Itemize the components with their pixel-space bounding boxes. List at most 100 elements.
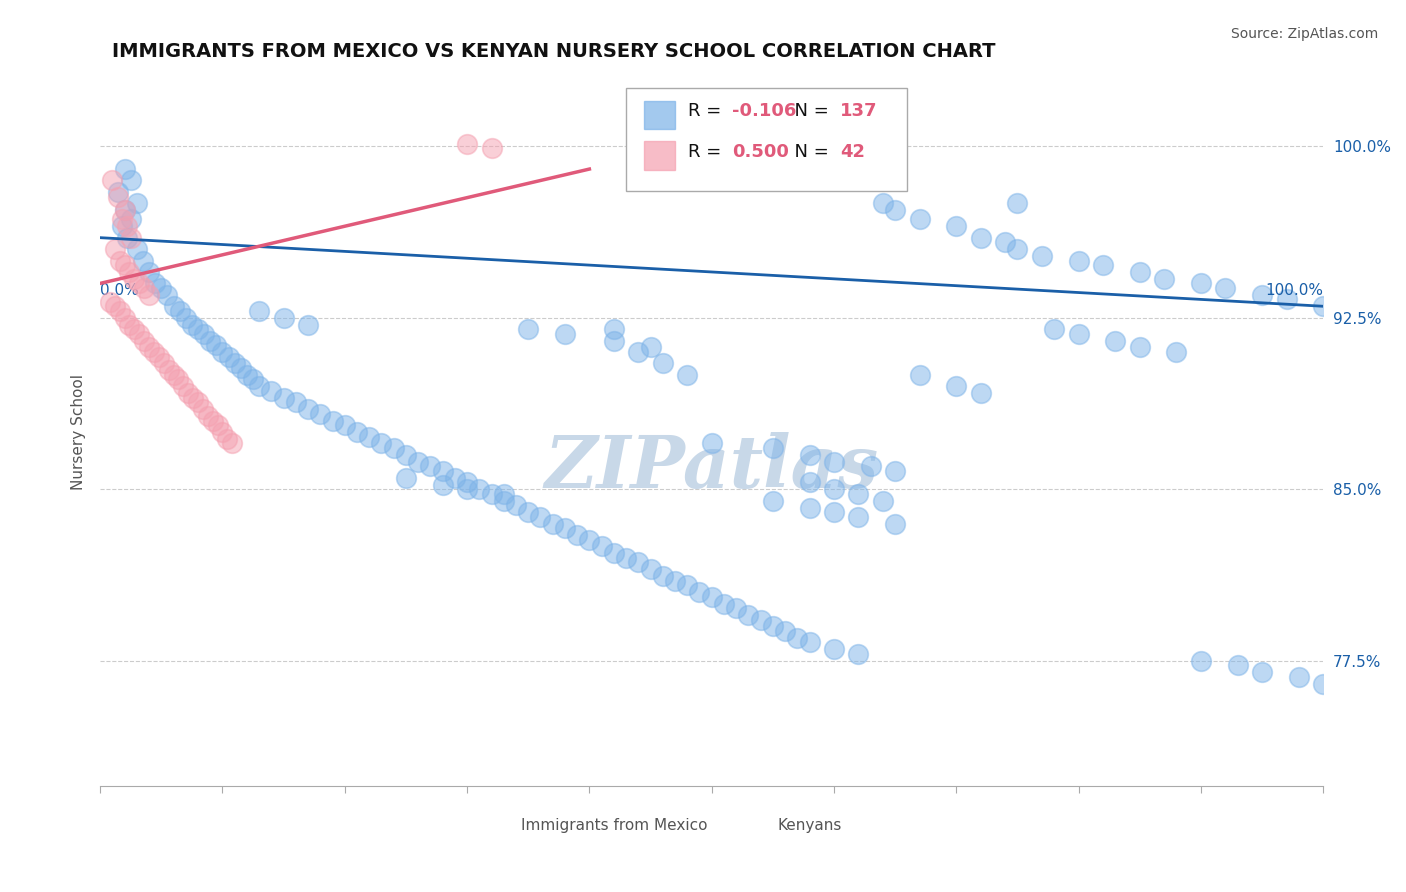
Point xyxy=(395,471,418,485)
Point xyxy=(169,303,191,318)
Point xyxy=(346,425,368,439)
Point xyxy=(156,288,179,302)
Point xyxy=(908,368,931,382)
Point xyxy=(823,642,845,657)
Point xyxy=(115,230,138,244)
Point xyxy=(138,340,160,354)
Point xyxy=(872,196,894,211)
Point xyxy=(456,482,478,496)
Point xyxy=(970,386,993,401)
Point xyxy=(104,299,127,313)
Point xyxy=(578,533,600,547)
Point xyxy=(823,455,845,469)
Point xyxy=(406,455,429,469)
Point xyxy=(128,277,150,291)
Point xyxy=(565,528,588,542)
Point xyxy=(370,436,392,450)
Point xyxy=(152,356,174,370)
Text: 0.0%: 0.0% xyxy=(100,283,139,298)
Point xyxy=(124,272,146,286)
Text: 42: 42 xyxy=(841,143,865,161)
Text: Immigrants from Mexico: Immigrants from Mexico xyxy=(520,818,707,833)
Point xyxy=(124,322,146,336)
Point xyxy=(945,219,967,234)
Point xyxy=(749,613,772,627)
Point xyxy=(1129,265,1152,279)
Point xyxy=(725,601,748,615)
Point xyxy=(118,265,141,279)
Point xyxy=(432,464,454,478)
Point xyxy=(481,487,503,501)
Point xyxy=(554,521,576,535)
Point xyxy=(167,372,190,386)
Text: 0.500: 0.500 xyxy=(733,143,789,161)
Point xyxy=(1007,196,1029,211)
Point xyxy=(762,493,785,508)
Point xyxy=(118,318,141,332)
Point xyxy=(419,459,441,474)
Point xyxy=(1104,334,1126,348)
Point xyxy=(700,436,723,450)
Point xyxy=(945,379,967,393)
Point xyxy=(207,418,229,433)
Point xyxy=(128,326,150,341)
Text: R =: R = xyxy=(689,143,727,161)
Point xyxy=(970,230,993,244)
Point xyxy=(247,303,270,318)
Point xyxy=(98,294,121,309)
Text: Kenyans: Kenyans xyxy=(778,818,842,833)
Point xyxy=(333,418,356,433)
Point xyxy=(1251,288,1274,302)
Text: 100.0%: 100.0% xyxy=(1265,283,1323,298)
Point xyxy=(107,189,129,203)
Point xyxy=(823,482,845,496)
Point xyxy=(174,310,197,325)
Point xyxy=(114,310,136,325)
Point xyxy=(603,334,626,348)
Point xyxy=(297,402,319,417)
Point xyxy=(101,173,124,187)
Text: N =: N = xyxy=(783,102,834,120)
Point xyxy=(614,550,637,565)
Point xyxy=(603,546,626,560)
Point xyxy=(676,368,699,382)
Point xyxy=(664,574,686,588)
Point xyxy=(229,361,252,376)
Point xyxy=(627,555,650,569)
Point xyxy=(108,303,131,318)
Y-axis label: Nursery School: Nursery School xyxy=(72,374,86,490)
Point xyxy=(157,363,180,377)
Point xyxy=(150,281,173,295)
Text: -0.106: -0.106 xyxy=(733,102,797,120)
Point xyxy=(309,407,332,421)
Point xyxy=(1007,242,1029,256)
Point xyxy=(1215,281,1237,295)
Point xyxy=(1067,253,1090,268)
Point xyxy=(273,391,295,405)
Point xyxy=(1312,676,1334,690)
Point xyxy=(162,368,184,382)
Text: Source: ZipAtlas.com: Source: ZipAtlas.com xyxy=(1230,27,1378,41)
Point xyxy=(676,578,699,592)
Point xyxy=(162,299,184,313)
Point xyxy=(120,230,142,244)
Point xyxy=(221,436,243,450)
Point xyxy=(762,441,785,455)
Text: N =: N = xyxy=(783,143,834,161)
Point xyxy=(1153,272,1175,286)
Point xyxy=(823,505,845,519)
Point xyxy=(1031,249,1053,263)
Point xyxy=(1275,293,1298,307)
Point xyxy=(773,624,796,638)
Point xyxy=(908,212,931,227)
Point xyxy=(322,414,344,428)
Point xyxy=(848,647,870,661)
Point xyxy=(884,203,907,218)
Point xyxy=(872,493,894,508)
Text: R =: R = xyxy=(689,102,727,120)
Point xyxy=(481,141,503,155)
Point xyxy=(1251,665,1274,680)
Point xyxy=(492,487,515,501)
Point xyxy=(1129,340,1152,354)
Point xyxy=(640,340,662,354)
